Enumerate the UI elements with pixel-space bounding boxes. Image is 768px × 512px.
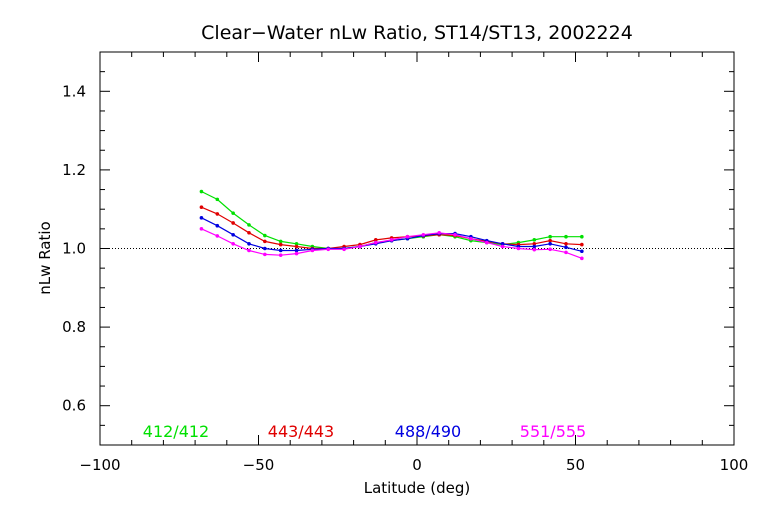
data-point — [532, 241, 537, 246]
data-point — [373, 240, 378, 245]
x-axis-label: Latitude (deg) — [364, 479, 470, 497]
legend-entry: 412/412 — [143, 422, 209, 441]
data-point — [548, 241, 552, 246]
data-point — [580, 256, 584, 261]
data-point — [548, 238, 552, 243]
data-point — [548, 234, 552, 239]
data-point — [215, 223, 220, 228]
data-point — [278, 239, 283, 244]
data-point — [500, 241, 505, 246]
data-point — [263, 233, 267, 238]
data-point — [358, 244, 362, 249]
data-point — [231, 211, 235, 215]
plot-frame — [99, 51, 735, 446]
y-tick-label: 0.8 — [62, 318, 86, 336]
chart-title: Clear−Water nLw Ratio, ST14/ST13, 200222… — [201, 22, 633, 44]
x-tick-label: 100 — [720, 456, 749, 474]
legend: 412/412 443/443 488/490 551/555 — [143, 422, 586, 441]
data-point — [199, 189, 204, 194]
x-tick-label: 0 — [412, 456, 422, 474]
data-point — [564, 245, 568, 250]
series-group — [199, 189, 584, 261]
data-point — [263, 239, 267, 244]
x-tick-label: 50 — [566, 456, 585, 474]
series-line — [201, 217, 582, 252]
data-point — [294, 248, 299, 253]
data-point — [373, 238, 378, 242]
data-point — [564, 250, 568, 255]
y-tick-label: 1.2 — [62, 161, 86, 179]
x-tick-labels: −100 −50 0 50 100 — [79, 456, 748, 474]
data-point — [294, 241, 299, 246]
data-point — [532, 247, 537, 252]
series-line — [201, 228, 583, 259]
data-point — [263, 246, 267, 251]
data-point — [294, 244, 299, 249]
series-551-555 — [199, 227, 584, 261]
data-point — [215, 234, 220, 238]
data-point — [278, 248, 283, 253]
data-point — [231, 232, 235, 237]
data-point — [199, 216, 204, 220]
data-point — [310, 248, 315, 253]
data-point — [326, 247, 331, 252]
data-point — [548, 247, 552, 252]
data-point — [580, 234, 584, 239]
data-point — [247, 248, 251, 253]
data-point — [231, 241, 235, 246]
data-point — [215, 197, 220, 202]
y-tick-label: 1.0 — [62, 240, 86, 258]
axis-ticks — [99, 51, 735, 446]
data-point — [263, 252, 267, 257]
y-tick-label: 0.6 — [62, 397, 86, 415]
data-point — [199, 205, 204, 210]
y-tick-label: 1.4 — [62, 82, 86, 100]
data-point — [294, 251, 299, 256]
data-point — [580, 242, 584, 247]
legend-entry: 443/443 — [268, 422, 334, 441]
data-point — [453, 232, 457, 237]
data-point — [405, 234, 410, 239]
data-point — [564, 234, 568, 239]
x-tick-label: −50 — [243, 456, 275, 474]
y-axis-label: nLw Ratio — [36, 221, 54, 294]
data-point — [247, 230, 251, 235]
legend-entry: 551/555 — [520, 422, 586, 441]
series-488-490 — [199, 216, 584, 254]
data-point — [215, 212, 220, 216]
data-point — [278, 253, 283, 257]
data-point — [484, 240, 489, 245]
y-tick-labels: 0.6 0.8 1.0 1.2 1.4 — [62, 82, 86, 414]
data-point — [437, 230, 441, 235]
data-point — [421, 232, 426, 237]
data-point — [580, 249, 584, 254]
data-point — [199, 227, 204, 231]
data-point — [247, 223, 251, 227]
legend-entry: 488/490 — [395, 422, 461, 441]
data-point — [231, 221, 235, 225]
x-tick-label: −100 — [79, 456, 120, 474]
data-point — [564, 241, 568, 246]
data-point — [342, 247, 346, 252]
data-point — [278, 242, 283, 247]
data-point — [469, 236, 473, 241]
data-point — [247, 241, 251, 246]
series-443-443 — [199, 205, 584, 251]
data-point — [532, 238, 537, 242]
data-point — [389, 238, 394, 242]
data-point — [500, 244, 505, 249]
data-point — [532, 244, 537, 249]
data-point — [516, 246, 521, 251]
